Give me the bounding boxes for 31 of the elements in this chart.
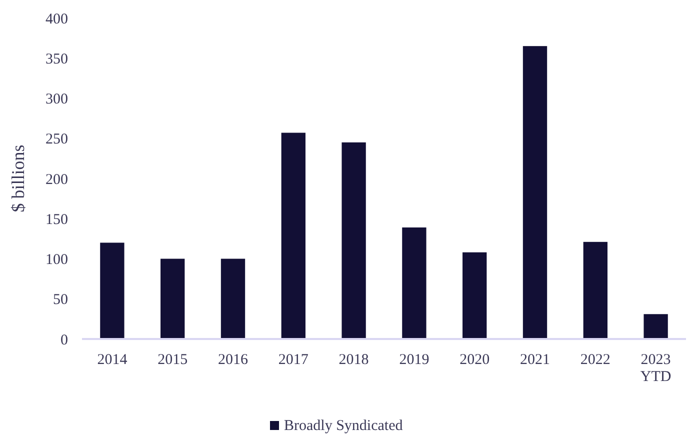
bar xyxy=(342,142,366,339)
x-tick-label: 2018 xyxy=(338,352,369,368)
y-axis-title: $ billions xyxy=(8,144,28,212)
x-tick-label: 2019 xyxy=(399,352,430,368)
bar xyxy=(220,258,246,339)
y-tick-label: 150 xyxy=(46,212,68,228)
legend-label: Broadly Syndicated xyxy=(284,418,404,434)
x-tick-label: 2020 xyxy=(460,352,490,368)
bar xyxy=(644,314,668,339)
x-tick-label: 2023 YTD xyxy=(640,352,672,385)
y-tick-label: 200 xyxy=(46,172,68,188)
y-tick-label: 0 xyxy=(60,332,68,348)
bar xyxy=(160,258,185,339)
bar xyxy=(462,252,487,339)
y-tick-label: 400 xyxy=(46,11,68,28)
bar xyxy=(281,132,306,339)
y-tick-label: 250 xyxy=(46,132,68,148)
y-tick-label: 50 xyxy=(53,292,68,308)
bar xyxy=(522,46,548,339)
y-tick-label: 100 xyxy=(46,252,68,268)
bar xyxy=(583,242,608,339)
x-tick-label: 2022 xyxy=(580,352,610,368)
x-tick-label: 2017 xyxy=(278,352,309,368)
y-tick-label: 350 xyxy=(46,51,68,68)
bar xyxy=(402,227,426,339)
y-tick-label: 300 xyxy=(46,92,68,108)
x-tick-label: 2015 xyxy=(158,352,188,368)
x-tick-label: 2021 xyxy=(520,352,550,368)
x-tick-label: 2014 xyxy=(97,352,128,368)
x-tick-label: 2016 xyxy=(218,352,248,368)
bar xyxy=(100,242,124,339)
